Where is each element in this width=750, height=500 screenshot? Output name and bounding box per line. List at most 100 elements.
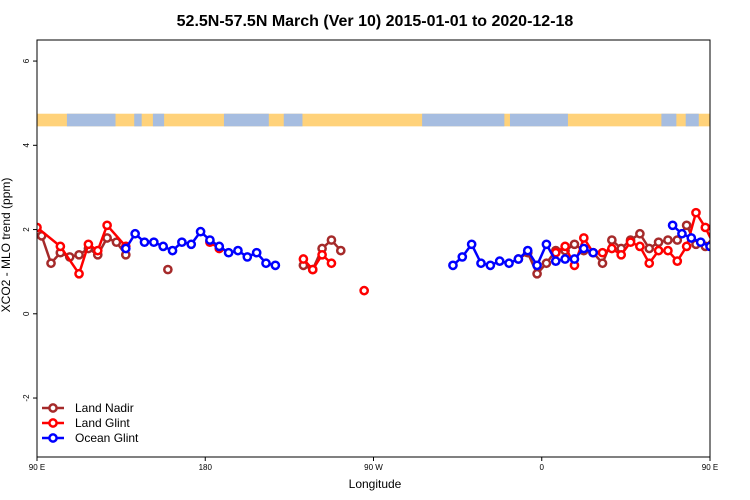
data-point (644, 258, 655, 269)
data-point (635, 241, 645, 252)
data-point (550, 256, 561, 266)
data-point (317, 249, 327, 260)
data-point (148, 237, 159, 248)
data-point (223, 247, 234, 258)
data-point (167, 245, 178, 256)
data-point (158, 241, 169, 252)
y-axis-label: XCO2 - MLO trend (ppm) (0, 178, 13, 313)
strip-ocean (422, 113, 505, 127)
data-point (695, 237, 706, 248)
data-point (663, 235, 673, 245)
data-point (205, 235, 215, 245)
data-point (681, 220, 692, 231)
data-point (242, 252, 253, 262)
data-point (251, 247, 262, 258)
data-point (163, 264, 173, 275)
data-point (720, 249, 727, 256)
data-point (335, 245, 346, 256)
data-point (46, 258, 56, 269)
data-point (597, 258, 608, 269)
data-point (709, 234, 710, 238)
data-point (476, 258, 486, 269)
data-point (607, 235, 617, 245)
y-tick-label: 6 (22, 58, 31, 63)
data-point (261, 258, 271, 269)
data-point (541, 239, 552, 250)
data-point (653, 237, 664, 248)
y-tick-label: -2 (22, 394, 31, 402)
data-point (739, 251, 746, 258)
data-point (233, 245, 243, 256)
data-point (177, 237, 187, 248)
data-point (569, 239, 580, 250)
data-point (578, 233, 589, 243)
data-point (494, 256, 505, 266)
x-tick-label: 90 W (364, 463, 383, 472)
data-point (681, 241, 692, 252)
data-point (560, 241, 570, 252)
data-point (457, 252, 468, 262)
series-line (302, 253, 333, 271)
data-point (739, 270, 746, 277)
data-point (74, 268, 84, 279)
series (37, 207, 746, 296)
x-tick-label: 90 E (29, 463, 45, 472)
y-tick-label: 4 (22, 143, 31, 148)
data-point (730, 243, 737, 250)
data-point (616, 249, 627, 260)
data-point (700, 222, 710, 233)
data-point (466, 239, 477, 250)
data-point (607, 243, 617, 254)
data-point (720, 260, 727, 267)
data-point (92, 245, 103, 256)
data-point (560, 254, 570, 264)
series-line (40, 235, 127, 265)
data-point (532, 268, 542, 279)
legend-marker (48, 433, 58, 443)
data-point (298, 254, 309, 264)
data-point (504, 258, 514, 269)
legend-marker (48, 403, 58, 413)
series-line (124, 230, 276, 267)
data-point (485, 260, 496, 271)
data-point (541, 258, 552, 269)
data-point (307, 264, 318, 275)
data-point (102, 220, 112, 231)
data-point (663, 245, 673, 256)
data-point (569, 254, 580, 264)
data-point (588, 247, 599, 258)
land-ocean-strip (37, 113, 710, 127)
data-point (677, 228, 687, 239)
x-tick-label: 180 (199, 463, 213, 472)
data-point (359, 285, 370, 296)
data-point (578, 243, 589, 254)
data-point (635, 228, 645, 239)
legend-entry: Land Glint (75, 416, 130, 430)
data-point (326, 258, 337, 269)
data-point (705, 241, 710, 252)
series-layer (37, 207, 746, 296)
strip-ocean (685, 113, 699, 127)
data-point (716, 239, 723, 246)
data-point (644, 243, 655, 254)
strip-ocean (283, 113, 303, 127)
legend-entry: Ocean Glint (75, 431, 139, 445)
data-point (686, 233, 697, 243)
legend-entry: Land Nadir (75, 401, 134, 415)
strip-ocean (661, 113, 677, 127)
strip-ocean (66, 113, 116, 127)
x-tick-label: 90 E (702, 463, 718, 472)
data-point (532, 260, 542, 271)
data-point (653, 245, 664, 256)
data-point (74, 249, 84, 260)
data-point (186, 239, 197, 250)
strip-ocean (134, 113, 142, 127)
data-point (120, 243, 131, 254)
strip-ocean (223, 113, 269, 127)
series (120, 220, 723, 271)
y-tick-label: 2 (22, 227, 31, 232)
data-point (522, 245, 533, 256)
x-axis-label: Longitude (349, 477, 402, 491)
